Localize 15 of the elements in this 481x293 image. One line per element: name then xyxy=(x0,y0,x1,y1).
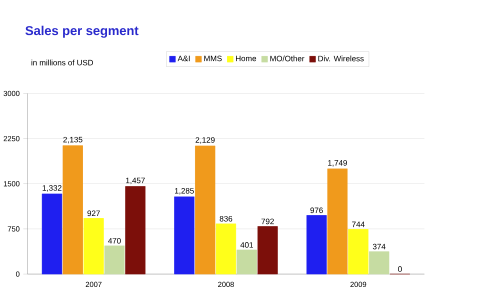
bar xyxy=(62,145,83,274)
bar xyxy=(216,224,236,274)
bar xyxy=(369,251,390,274)
chart-title: Sales per segment xyxy=(25,26,138,38)
bar xyxy=(195,146,216,274)
bar xyxy=(104,246,125,274)
bar xyxy=(84,218,104,274)
bar xyxy=(174,196,194,274)
bar xyxy=(125,186,146,274)
bar xyxy=(306,215,327,274)
bar xyxy=(348,229,368,274)
bar xyxy=(42,194,62,274)
bar xyxy=(258,226,278,274)
bar xyxy=(327,168,348,274)
bar xyxy=(236,250,257,274)
